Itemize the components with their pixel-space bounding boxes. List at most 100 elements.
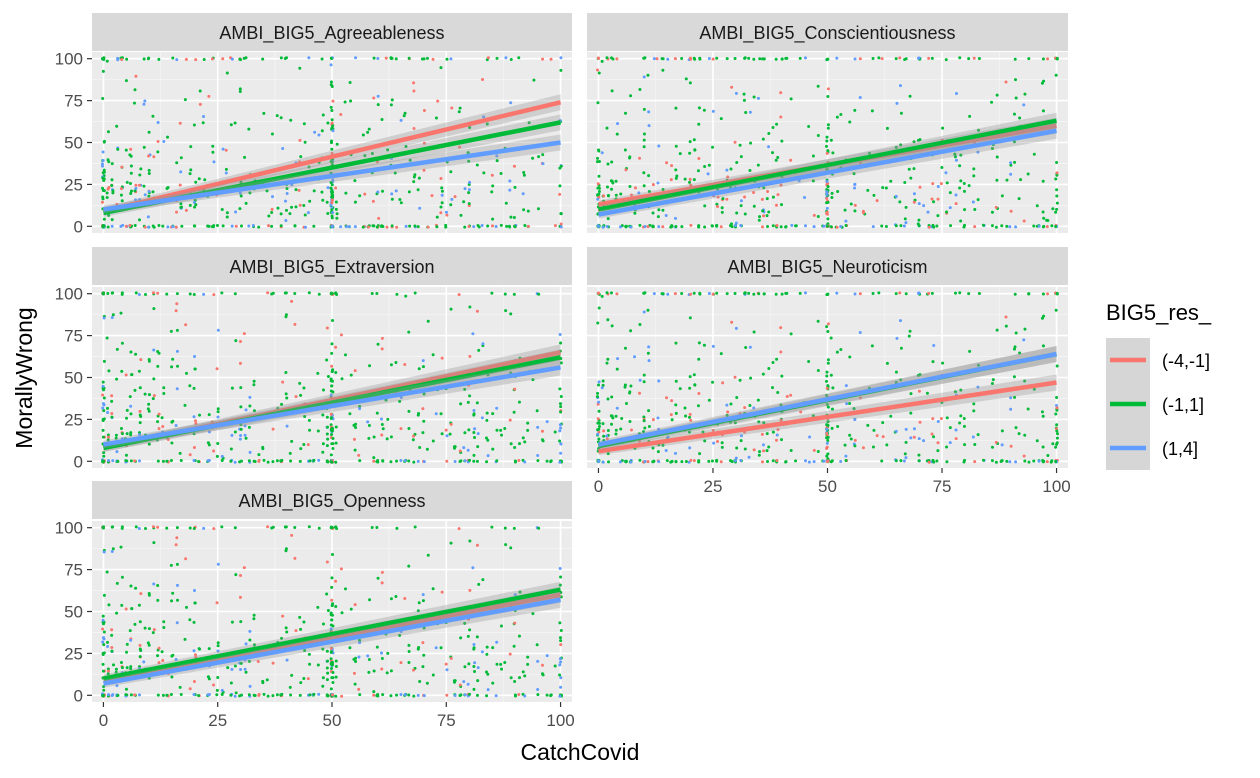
scatter-point	[128, 223, 132, 227]
scatter-point	[329, 453, 333, 457]
scatter-point	[102, 550, 106, 554]
scatter-point	[372, 690, 376, 694]
scatter-point	[715, 291, 719, 295]
scatter-point	[124, 224, 128, 228]
scatter-point	[689, 458, 693, 462]
scatter-point	[507, 224, 511, 228]
scatter-point	[703, 225, 707, 229]
scatter-point	[302, 203, 306, 207]
scatter-point	[321, 450, 325, 454]
scatter-point	[370, 292, 374, 296]
scatter-point	[440, 590, 444, 594]
scatter-point	[894, 224, 898, 228]
scatter-point	[198, 89, 202, 93]
scatter-point	[180, 224, 184, 228]
scatter-point	[326, 374, 330, 378]
scatter-point	[959, 179, 963, 183]
scatter-point	[638, 378, 642, 382]
scatter-point	[825, 292, 829, 296]
scatter-point	[513, 621, 517, 625]
scatter-point	[399, 661, 403, 665]
scatter-point	[101, 662, 105, 666]
scatter-point	[171, 357, 175, 361]
scatter-point	[688, 386, 692, 390]
scatter-point	[491, 646, 495, 650]
scatter-point	[715, 56, 719, 60]
scatter-point	[244, 201, 248, 205]
scatter-point	[347, 225, 351, 229]
scatter-point	[220, 688, 224, 692]
scatter-point	[459, 402, 463, 406]
scatter-point	[448, 432, 452, 436]
scatter-point	[858, 292, 862, 296]
scatter-point	[101, 292, 105, 296]
scatter-point	[976, 150, 980, 154]
scatter-point	[230, 433, 234, 437]
scatter-point	[775, 357, 779, 361]
scatter-point	[101, 406, 105, 410]
scatter-point	[230, 224, 234, 228]
scatter-point	[774, 158, 778, 162]
scatter-point	[756, 398, 760, 402]
scatter-point	[138, 647, 142, 651]
scatter-point	[899, 378, 903, 382]
scatter-point	[115, 684, 119, 688]
scatter-point	[233, 430, 237, 434]
scatter-point	[376, 342, 380, 346]
scatter-point	[657, 208, 661, 212]
scatter-point	[661, 57, 665, 61]
scatter-point	[485, 652, 489, 656]
scatter-point	[367, 657, 371, 661]
scatter-point	[440, 356, 444, 360]
scatter-point	[829, 373, 833, 377]
scatter-point	[147, 593, 151, 597]
scatter-point	[941, 361, 945, 365]
scatter-point	[836, 190, 840, 194]
scatter-point	[716, 204, 720, 208]
scatter-point	[129, 638, 133, 642]
scatter-point	[558, 567, 562, 571]
scatter-point	[354, 56, 358, 60]
scatter-point	[605, 56, 609, 60]
scatter-point	[101, 150, 105, 154]
scatter-point	[522, 171, 526, 175]
scatter-point	[212, 449, 216, 453]
scatter-point	[670, 399, 674, 403]
scatter-point	[735, 211, 739, 215]
scatter-point	[101, 159, 105, 163]
scatter-point	[326, 437, 330, 441]
scatter-point	[151, 631, 155, 635]
scatter-point	[651, 225, 655, 229]
scatter-point	[558, 333, 562, 337]
scatter-point	[494, 694, 498, 698]
scatter-point	[767, 132, 771, 136]
scatter-point	[903, 217, 907, 221]
scatter-point	[238, 437, 242, 441]
scatter-point	[453, 679, 457, 683]
scatter-point	[334, 460, 338, 464]
scatter-point	[707, 291, 711, 295]
scatter-point	[299, 155, 303, 159]
scatter-point	[852, 172, 856, 176]
scatter-point	[107, 213, 111, 217]
scatter-point	[719, 460, 723, 464]
scatter-point	[270, 195, 274, 199]
scatter-point	[1022, 103, 1026, 107]
scatter-point	[826, 126, 830, 130]
scatter-point	[1032, 152, 1036, 156]
scatter-point	[1055, 171, 1059, 175]
scatter-point	[674, 341, 678, 345]
scatter-point	[233, 694, 237, 698]
scatter-point	[334, 186, 338, 190]
scatter-point	[615, 132, 619, 136]
scatter-point	[303, 213, 307, 217]
scatter-point	[330, 598, 334, 602]
scatter-point	[903, 452, 907, 456]
scatter-point	[784, 225, 788, 229]
scatter-point	[936, 449, 940, 453]
scatter-point	[178, 451, 182, 455]
scatter-point	[872, 428, 876, 432]
scatter-point	[692, 178, 696, 182]
scatter-point	[331, 693, 335, 697]
